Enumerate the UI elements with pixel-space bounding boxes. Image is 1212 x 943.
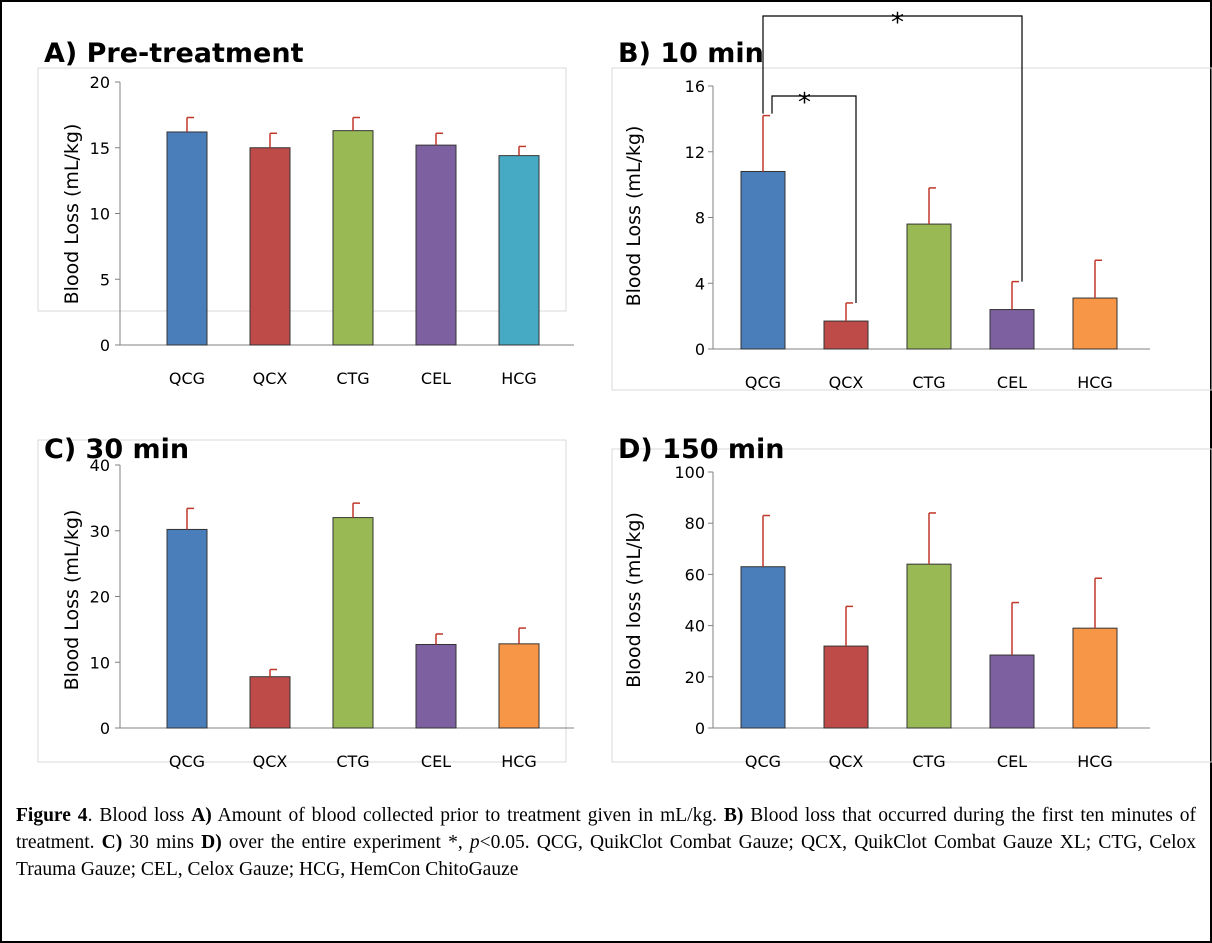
caption-c-text: 30 mins (122, 832, 202, 853)
panel-d-bar-qcg (740, 566, 786, 729)
panel-b-ytick-label: 0 (695, 340, 705, 359)
panel-a-ytick-label: 10 (90, 205, 110, 224)
caption-b-label: B) (723, 805, 744, 826)
panel-d-title: D) 150 min (618, 434, 785, 465)
panel-b-significance-bracket (762, 15, 1023, 282)
panel-a-ytick-label: 0 (100, 336, 110, 355)
panel-a-y-label: Blood Loss (mL/kg) (61, 124, 83, 305)
figure-caption: Figure 4. Blood loss A) Amount of blood … (16, 802, 1196, 883)
caption-p-symbol: p (469, 832, 480, 853)
panel-a-ytick-label: 20 (90, 73, 110, 92)
panel-c-bar-hcg (498, 643, 540, 729)
panel-b-category-label: CEL (997, 373, 1027, 392)
panel-b-bar-qcg (740, 170, 786, 350)
panel-d-ytick-label: 60 (685, 565, 705, 584)
panel-d-ytick-label: 100 (674, 463, 705, 482)
panel-c-ytick-label: 10 (90, 653, 110, 672)
panel-c-bar-cel (415, 643, 457, 729)
panel-a-ytick-label: 15 (90, 139, 110, 158)
panel-b-significance-star: * (798, 88, 811, 118)
panel-b-frame (611, 67, 1212, 391)
panel-a-category-label: CEL (421, 369, 451, 388)
caption-figure-label: Figure 4 (16, 805, 88, 826)
caption-d-text: over the entire experiment *, (221, 832, 470, 853)
panel-d: D) 150 min 0 20 40 60 80 100 Blood loss (mL/kg)… (611, 434, 1212, 771)
panel-c-category-label: QCG (169, 752, 205, 771)
panel-a-category-label: QCG (169, 369, 205, 388)
panel-d-category-label: HCG (1077, 752, 1113, 771)
panel-d-category-label: CTG (912, 752, 945, 771)
panel-b-bar-cel (989, 309, 1035, 350)
panel-d-frame (611, 448, 1212, 763)
panel-d-bar-qcx (823, 645, 869, 729)
panel-c-frame (37, 439, 567, 763)
panel-c-y-label: Blood Loss (mL/kg) (61, 510, 83, 691)
caption-d-label: D) (201, 832, 222, 853)
panel-d-ytick-label: 40 (685, 617, 705, 636)
panel-c-ytick-label: 40 (90, 456, 110, 475)
panel-a-category-label: QCX (253, 369, 288, 388)
panel-b: B) 10 min 0 4 8 12 16 Blood Loss (mL/kg) QCG QCX… (611, 8, 1212, 392)
panel-d-ytick-label: 20 (685, 668, 705, 687)
panel-b-y-label: Blood Loss (mL/kg) (623, 126, 645, 307)
figure-charts: A) Pre-treatment 0 5 10 15 20 Blood Loss (mL/k… (37, 8, 1212, 771)
panel-c: C) 30 min 0 10 20 30 40 Blood Loss (mL/kg) QCG Q… (37, 434, 574, 771)
panel-b-category-label: HCG (1077, 373, 1113, 392)
panel-b-category-label: CTG (912, 373, 945, 392)
panel-c-bar-qcg (166, 528, 208, 729)
panel-a: A) Pre-treatment 0 5 10 15 20 Blood Loss (mL/k… (37, 38, 574, 388)
panel-b-significance-star: * (891, 8, 904, 38)
caption-intro: . Blood loss (87, 805, 192, 826)
panel-c-bar-ctg (332, 517, 374, 729)
panel-d-bar-hcg (1072, 627, 1118, 729)
panel-a-bar-qcx (249, 147, 291, 346)
panel-d-category-label: QCX (829, 752, 864, 771)
panel-a-frame (37, 67, 567, 312)
panel-d-ytick-label: 80 (685, 514, 705, 533)
panel-a-category-label: HCG (501, 369, 537, 388)
caption-p-text: <0.05. QCG, QuikClot Combat Gauze; QCX, … (16, 832, 1196, 880)
caption-a-label: A) (191, 805, 212, 826)
panel-c-category-label: CEL (421, 752, 451, 771)
panel-d-y-label: Blood loss (mL/kg) (623, 512, 645, 688)
panel-b-ytick-label: 8 (695, 209, 705, 228)
panel-b-title: B) 10 min (618, 38, 764, 69)
panel-a-bar-ctg (332, 130, 374, 346)
panel-c-ytick-label: 0 (100, 719, 110, 738)
panel-a-title: A) Pre-treatment (44, 38, 304, 69)
panel-c-category-label: QCX (253, 752, 288, 771)
panel-a-category-label: CTG (336, 369, 369, 388)
panel-b-significance-bracket (771, 95, 857, 303)
panel-d-bar-ctg (906, 563, 952, 729)
caption-c-label: C) (101, 832, 123, 853)
caption-a-text: Amount of blood collected prior to treat… (211, 805, 724, 826)
panel-a-bar-qcg (166, 131, 208, 346)
panel-b-category-label: QCX (829, 373, 864, 392)
panel-c-bar-qcx (249, 676, 291, 729)
caption-b-text: Blood loss that occurred during the firs… (16, 805, 1196, 853)
panel-b-ytick-label: 4 (695, 274, 705, 293)
panel-d-bar-cel (989, 654, 1035, 729)
panel-c-ytick-label: 30 (90, 522, 110, 541)
panel-b-category-label: QCG (745, 373, 781, 392)
panel-c-title: C) 30 min (44, 434, 189, 465)
panel-b-bar-hcg (1072, 297, 1118, 350)
panel-b-ytick-label: 16 (685, 77, 705, 96)
panel-d-category-label: QCG (745, 752, 781, 771)
panel-d-ytick-label: 0 (695, 719, 705, 738)
panel-a-bar-cel (415, 144, 457, 346)
panel-a-bar-hcg (498, 155, 540, 346)
panel-b-bar-ctg (906, 223, 952, 350)
panel-b-ytick-label: 12 (685, 143, 705, 162)
panel-c-category-label: HCG (501, 752, 537, 771)
panel-c-category-label: CTG (336, 752, 369, 771)
panel-a-ytick-label: 5 (100, 270, 110, 289)
panel-c-ytick-label: 20 (90, 588, 110, 607)
panel-b-bar-qcx (823, 320, 869, 350)
panel-d-category-label: CEL (997, 752, 1027, 771)
